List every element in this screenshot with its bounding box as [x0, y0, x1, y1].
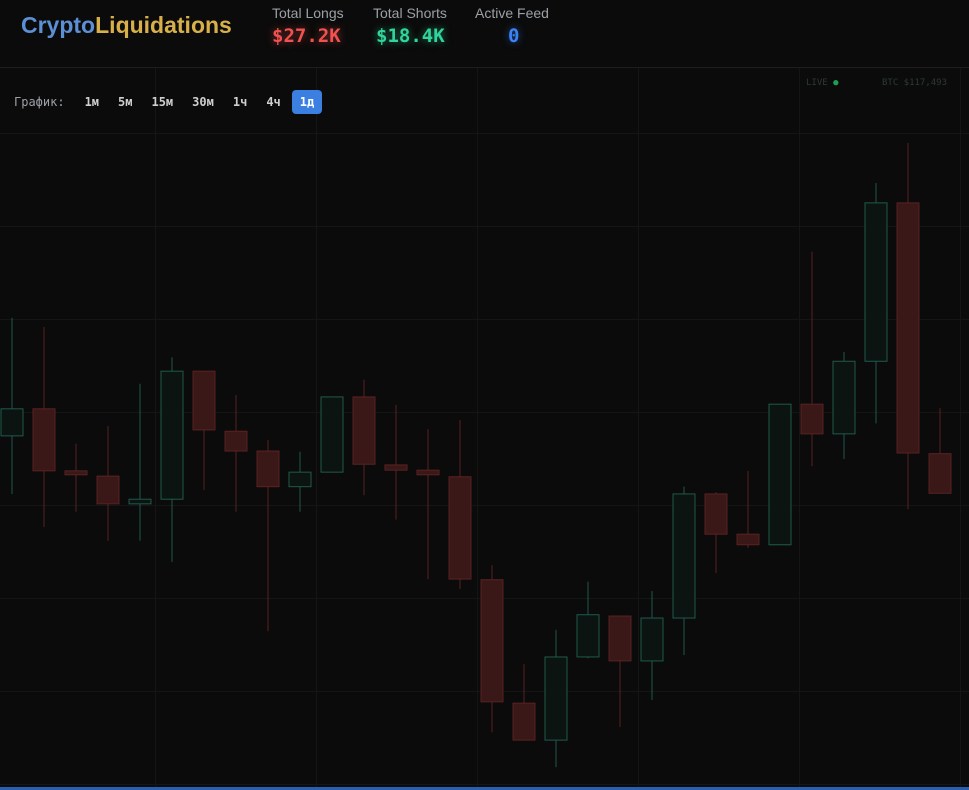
stat-label: Active Feed	[475, 5, 549, 21]
candle-body	[32, 408, 56, 472]
candle-body	[192, 370, 216, 431]
stat: Total Longs $27.2K	[272, 5, 344, 47]
price: BTC $117,493	[882, 78, 948, 88]
candle-body	[448, 476, 472, 580]
stat: Active Feed 0	[475, 5, 549, 47]
timeframe-button[interactable]: 5м	[118, 95, 133, 109]
candle-body	[160, 370, 184, 500]
candle-body	[224, 430, 248, 452]
candle-body	[384, 464, 408, 471]
candle-body	[640, 617, 664, 662]
candle-body	[64, 470, 88, 476]
stat-label: Total Shorts	[373, 5, 447, 21]
candle-body	[864, 202, 888, 362]
live-dot: ●	[833, 78, 839, 88]
candle-body	[800, 403, 824, 435]
candle-body	[480, 579, 504, 703]
candle-body	[512, 702, 536, 741]
candle-body	[704, 493, 728, 535]
candle-body	[256, 450, 280, 488]
brand[interactable]: CryptoLiquidations	[21, 12, 232, 39]
toolbar-label: График:	[14, 95, 65, 109]
candle-body	[320, 396, 344, 473]
toolbar: График: 1м 5м 15м 30м 1ч 4ч 1д	[14, 90, 323, 114]
candle-body	[0, 408, 24, 437]
stat-value: 0	[508, 25, 520, 47]
live-indicator: LIVE ●	[806, 78, 839, 88]
candle-body	[768, 403, 792, 546]
stat-value: $27.2K	[272, 25, 341, 47]
candle-body	[352, 396, 376, 465]
stat-label: Total Longs	[272, 5, 344, 21]
brand-part: Crypto	[21, 12, 96, 38]
stat: Total Shorts $18.4K	[373, 5, 447, 47]
candle-body	[576, 614, 600, 658]
timeframe-button[interactable]: 4ч	[266, 95, 281, 109]
candle-body	[96, 475, 120, 505]
candle-body	[544, 656, 568, 741]
candle-body	[736, 533, 760, 546]
live-label: LIVE	[806, 78, 828, 88]
timeframe-button[interactable]: 1д	[291, 90, 323, 114]
candle-body	[928, 453, 952, 494]
candle-body	[416, 469, 440, 476]
timeframe-button[interactable]: 30м	[192, 95, 214, 109]
bottom-bar	[0, 787, 969, 790]
stat-value: $18.4K	[376, 25, 445, 47]
timeframe-button[interactable]: 1ч	[232, 95, 248, 109]
brand-part: Liquidations	[95, 12, 232, 38]
candle-body	[288, 471, 312, 488]
timeframe-button[interactable]: 1м	[84, 95, 100, 109]
candle-body	[608, 615, 632, 662]
candle-body	[896, 202, 920, 454]
candle-body	[672, 493, 696, 619]
candle-body	[128, 498, 152, 505]
chart	[0, 142, 952, 768]
timeframe-button[interactable]: 15м	[151, 95, 174, 109]
candle-body	[832, 360, 856, 435]
header: CryptoLiquidations Total Longs $27.2K Tot…	[0, 0, 969, 68]
